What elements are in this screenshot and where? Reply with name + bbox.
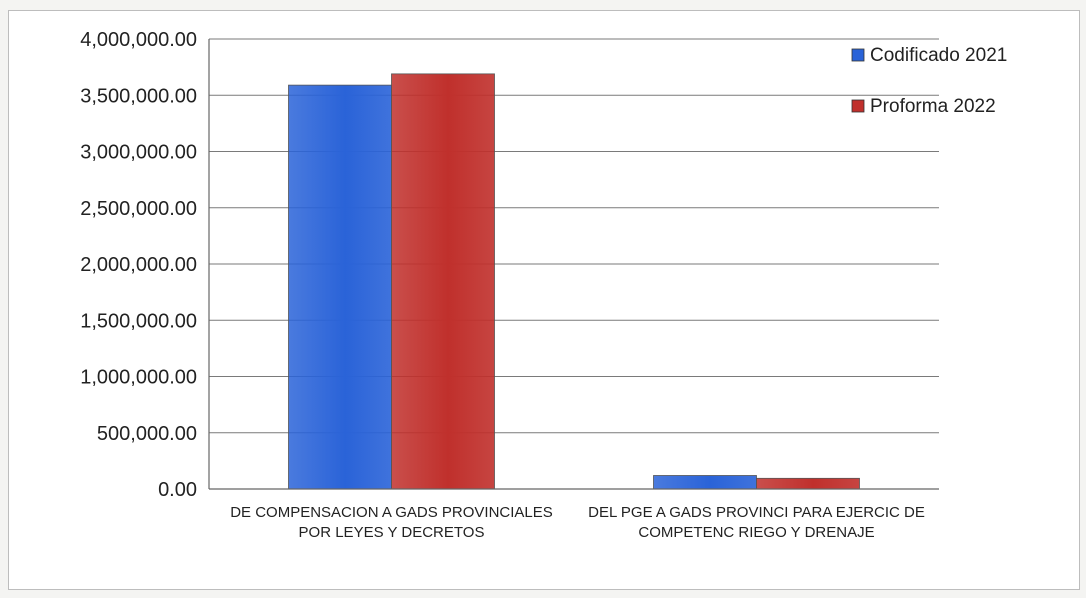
y-tick-label: 2,000,000.00	[80, 254, 197, 276]
x-category-label: DE COMPENSACION A GADS PROVINCIALES POR L…	[230, 504, 553, 541]
y-tick-label: 1,000,000.00	[80, 367, 197, 389]
bar-codificado-2021	[654, 476, 757, 490]
bar-proforma-2022	[757, 478, 860, 489]
bars	[289, 74, 860, 489]
legend-label: Codificado 2021	[870, 45, 1007, 66]
y-tick-label: 2,500,000.00	[80, 198, 197, 220]
y-tick-label: 4,000,000.00	[80, 29, 197, 51]
x-axis-category-labels: DE COMPENSACION A GADS PROVINCIALES POR L…	[230, 504, 925, 541]
y-tick-label: 3,000,000.00	[80, 142, 197, 164]
chart-frame: 0.00 500,000.00 1,000,000.00 1,500,000.00 2,…	[8, 10, 1080, 590]
y-tick-label: 3,500,000.00	[80, 85, 197, 107]
y-axis-tick-labels: 0.00 500,000.00 1,000,000.00 1,500,000.00 2,…	[80, 29, 197, 501]
legend: Codificado 2021 Proforma 2022	[852, 45, 1007, 117]
x-category-label: DEL PGE A GADS PROVINCI PARA EJERCIC DE C…	[588, 504, 925, 541]
bar-codificado-2021	[289, 85, 392, 489]
y-tick-label: 500,000.00	[97, 423, 197, 445]
y-tick-label: 1,500,000.00	[80, 310, 197, 332]
bar-proforma-2022	[392, 74, 495, 489]
legend-swatch	[852, 100, 864, 112]
bar-chart: 0.00 500,000.00 1,000,000.00 1,500,000.00 2,…	[9, 11, 1081, 591]
legend-swatch	[852, 49, 864, 61]
legend-label: Proforma 2022	[870, 96, 996, 117]
y-tick-label: 0.00	[158, 479, 197, 501]
